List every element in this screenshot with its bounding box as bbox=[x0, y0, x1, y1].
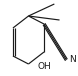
Text: N: N bbox=[69, 55, 76, 65]
Text: OH: OH bbox=[37, 62, 51, 71]
